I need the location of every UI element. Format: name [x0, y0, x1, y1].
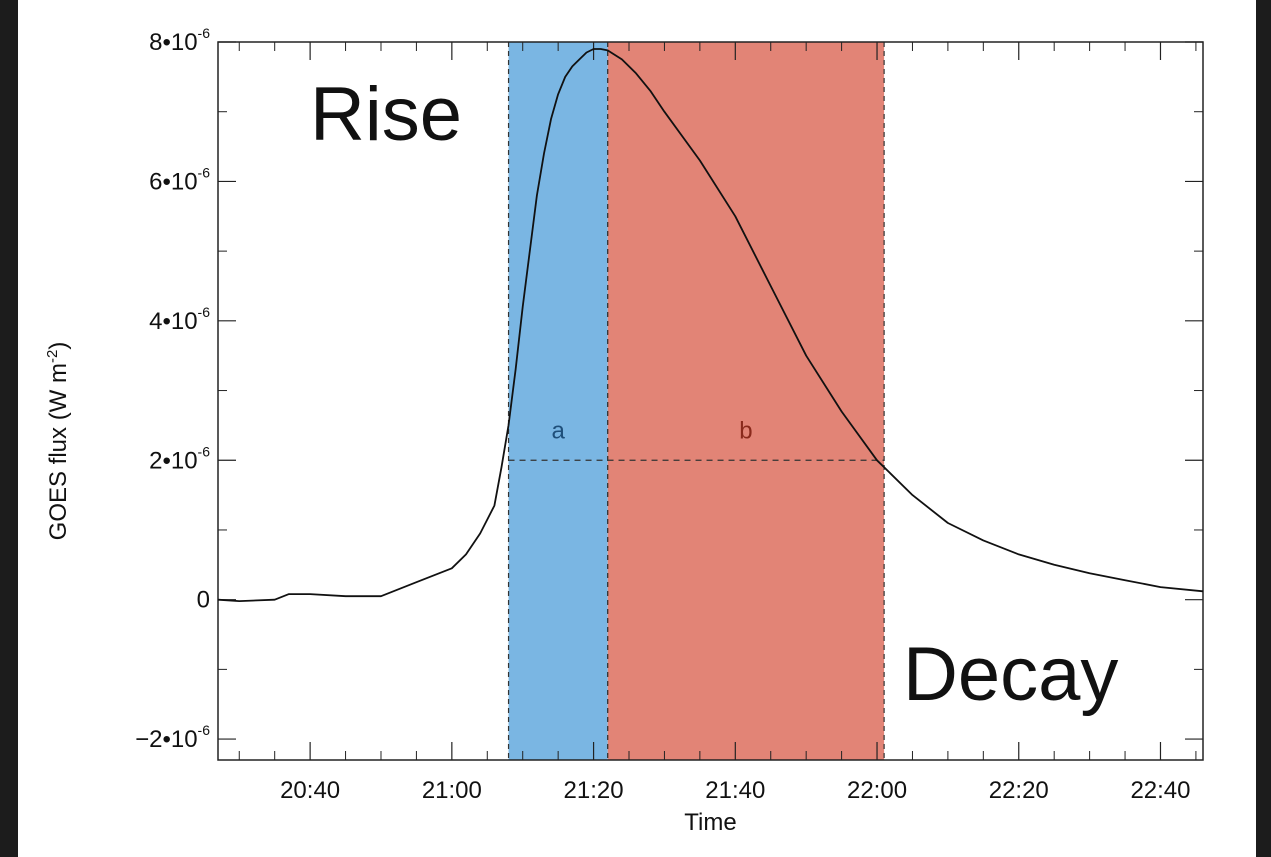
y-tick-label-4: 0: [197, 587, 210, 614]
y-tick-label-1: 6•10-6: [149, 164, 210, 195]
y-tick-label-0: 8•10-6: [149, 25, 210, 56]
x-tick-label-1: 21:00: [422, 777, 482, 804]
goes-flux-chart: 8•10-6 6•10-6 4•10-6 2•10-6 0 −2•10-6 20:40 21:…: [44, 25, 1204, 836]
figure-frame: 8•10-6 6•10-6 4•10-6 2•10-6 0 −2•10-6 20:40 21:…: [18, 0, 1256, 857]
x-tick-label-3: 21:40: [705, 777, 765, 804]
decay-annotation: Decay: [903, 632, 1118, 717]
x-tick-label-0: 20:40: [280, 777, 340, 804]
y-axis-title: GOES flux (W m-2): [44, 342, 72, 541]
region-label-a: a: [551, 417, 565, 444]
axes-frame: [217, 41, 1204, 761]
region-label-b: b: [739, 417, 752, 444]
rise-annotation: Rise: [310, 72, 462, 157]
region-b: [607, 42, 885, 760]
x-axis-title: Time: [684, 809, 736, 836]
y-tick-label-5: −2•10-6: [135, 722, 210, 753]
region-a: [508, 42, 608, 760]
x-tick-label-2: 21:20: [564, 777, 624, 804]
y-tick-label-2: 4•10-6: [149, 304, 210, 335]
x-tick-label-5: 22:20: [989, 777, 1049, 804]
x-tick-label-6: 22:40: [1130, 777, 1190, 804]
series-line-0: [217, 48, 1204, 602]
y-tick-label-3: 2•10-6: [149, 443, 210, 474]
x-tick-label-4: 22:00: [847, 777, 907, 804]
